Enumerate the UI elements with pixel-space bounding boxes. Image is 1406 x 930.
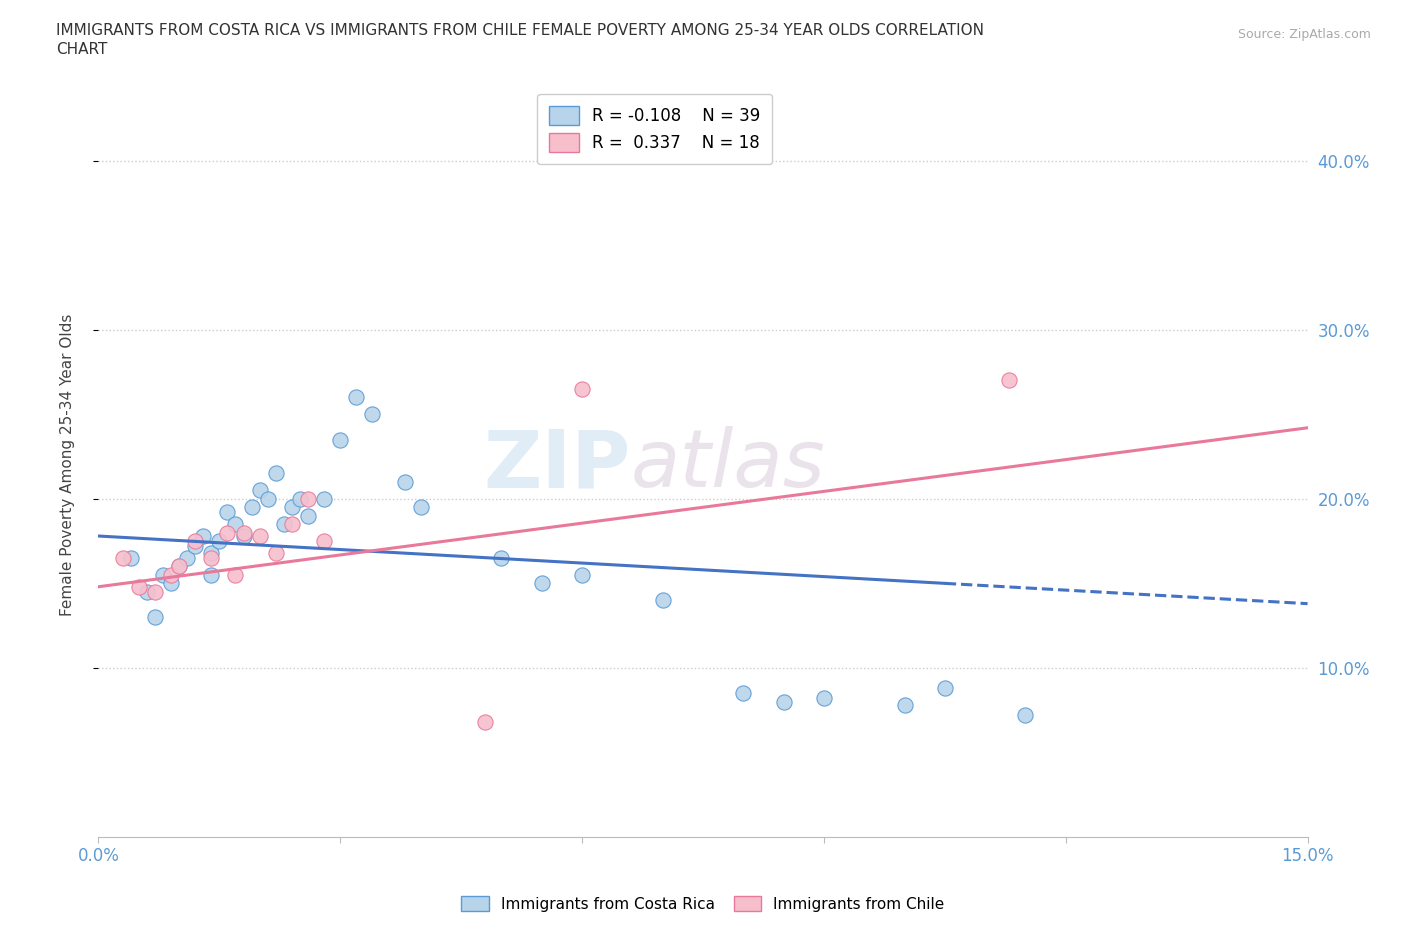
Point <box>264 466 287 481</box>
Legend: R = -0.108    N = 39, R =  0.337    N = 18: R = -0.108 N = 39, R = 0.337 N = 18 <box>537 94 772 164</box>
Point <box>135 584 157 599</box>
Point <box>143 584 166 599</box>
Point <box>813 691 835 706</box>
Point <box>217 525 239 540</box>
Text: ZIP: ZIP <box>484 426 630 504</box>
Point <box>208 534 231 549</box>
Point <box>344 390 367 405</box>
Point <box>249 483 271 498</box>
Point <box>314 534 336 549</box>
Point <box>256 491 278 506</box>
Legend: Immigrants from Costa Rica, Immigrants from Chile: Immigrants from Costa Rica, Immigrants f… <box>456 889 950 918</box>
Point <box>184 534 207 549</box>
Point <box>571 381 593 396</box>
Point <box>329 432 352 447</box>
Point <box>200 546 222 561</box>
Text: IMMIGRANTS FROM COSTA RICA VS IMMIGRANTS FROM CHILE FEMALE POVERTY AMONG 25-34 Y: IMMIGRANTS FROM COSTA RICA VS IMMIGRANTS… <box>56 23 984 38</box>
Point <box>152 567 174 582</box>
Point <box>167 559 190 574</box>
Point <box>998 373 1021 388</box>
Point <box>264 546 287 561</box>
Point <box>111 551 134 565</box>
Point <box>184 538 207 553</box>
Point <box>232 528 254 543</box>
Point <box>297 491 319 506</box>
Point <box>281 517 304 532</box>
Text: atlas: atlas <box>630 426 825 504</box>
Point <box>474 714 496 729</box>
Point <box>409 499 432 514</box>
Point <box>571 567 593 582</box>
Point <box>249 528 271 543</box>
Point <box>160 576 183 591</box>
Point <box>394 474 416 489</box>
Point <box>733 685 755 700</box>
Point <box>232 525 254 540</box>
Point <box>167 559 190 574</box>
Point <box>1014 708 1036 723</box>
Point <box>120 551 142 565</box>
Point <box>217 505 239 520</box>
Point <box>224 567 246 582</box>
Point <box>530 576 553 591</box>
Point <box>297 509 319 524</box>
Point <box>934 681 956 696</box>
Point <box>314 491 336 506</box>
Point <box>361 406 384 421</box>
Y-axis label: Female Poverty Among 25-34 Year Olds: Female Poverty Among 25-34 Year Olds <box>60 313 75 617</box>
Point <box>143 610 166 625</box>
Point <box>160 567 183 582</box>
Point <box>176 551 198 565</box>
Point <box>200 567 222 582</box>
Point <box>491 551 513 565</box>
Point <box>240 499 263 514</box>
Point <box>893 698 915 712</box>
Point <box>224 517 246 532</box>
Point <box>128 579 150 594</box>
Point <box>273 517 295 532</box>
Point <box>772 695 794 710</box>
Text: Source: ZipAtlas.com: Source: ZipAtlas.com <box>1237 28 1371 41</box>
Point <box>288 491 311 506</box>
Point <box>200 551 222 565</box>
Point <box>193 528 215 543</box>
Point <box>281 499 304 514</box>
Point <box>651 592 673 607</box>
Text: CHART: CHART <box>56 42 108 57</box>
